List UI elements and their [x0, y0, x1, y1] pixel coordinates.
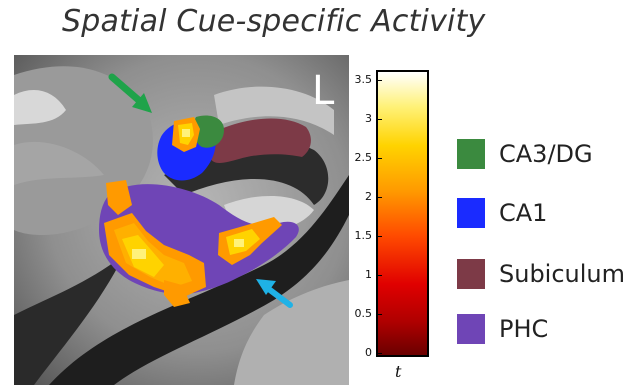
activation-cluster-phc-anterior	[218, 217, 282, 265]
colorbar-tick-mark	[377, 353, 382, 354]
colorbar-tick-mark	[377, 274, 382, 276]
legend-label: PHC	[499, 315, 549, 343]
activation-cluster-phc-posterior	[104, 180, 206, 307]
green-arrow-icon	[108, 73, 152, 113]
colorbar-tick-label: 2	[365, 189, 372, 203]
activation-cluster-ca3	[172, 117, 200, 152]
colorbar-tick-label: 0	[365, 346, 372, 359]
legend-swatch	[457, 139, 485, 169]
colorbar-tick-label: 0.5	[354, 306, 373, 320]
colorbar-tick-mark	[377, 157, 382, 159]
colorbar-tick-label: 2.5	[354, 150, 373, 164]
colorbar-label: t	[395, 362, 402, 381]
colorbar-tick-label: 1	[365, 267, 372, 281]
blue-arrow-icon	[256, 279, 293, 308]
legend-label: CA3/DG	[499, 140, 593, 168]
colorbar-tick-mark	[377, 118, 382, 120]
figure-title: Spatial Cue-specific Activity	[62, 4, 486, 39]
legend-swatch	[457, 259, 485, 289]
colorbar-tick-mark	[377, 196, 382, 198]
colorbar-tick-label: 1.5	[354, 228, 373, 242]
legend-item: Subiculum	[457, 258, 625, 290]
colorbar	[376, 70, 429, 357]
legend-item: CA1	[457, 197, 547, 229]
brain-mri-image	[14, 55, 349, 385]
colorbar-tick-label: 3	[365, 111, 372, 125]
legend-item: PHC	[457, 313, 548, 345]
subiculum-region	[207, 118, 311, 163]
colorbar-tick-label: 3.5	[354, 72, 373, 86]
ca3dg-region	[193, 115, 224, 148]
legend-item: CA3/DG	[457, 138, 593, 170]
legend-label: Subiculum	[499, 260, 626, 288]
legend-swatch	[457, 314, 485, 344]
legend-label: CA1	[499, 199, 548, 227]
hemisphere-label: L	[312, 68, 335, 114]
legend-swatch	[457, 198, 485, 228]
colorbar-tick-mark	[377, 313, 382, 315]
colorbar-tick-mark	[377, 235, 382, 237]
colorbar-tick-mark	[377, 79, 382, 81]
